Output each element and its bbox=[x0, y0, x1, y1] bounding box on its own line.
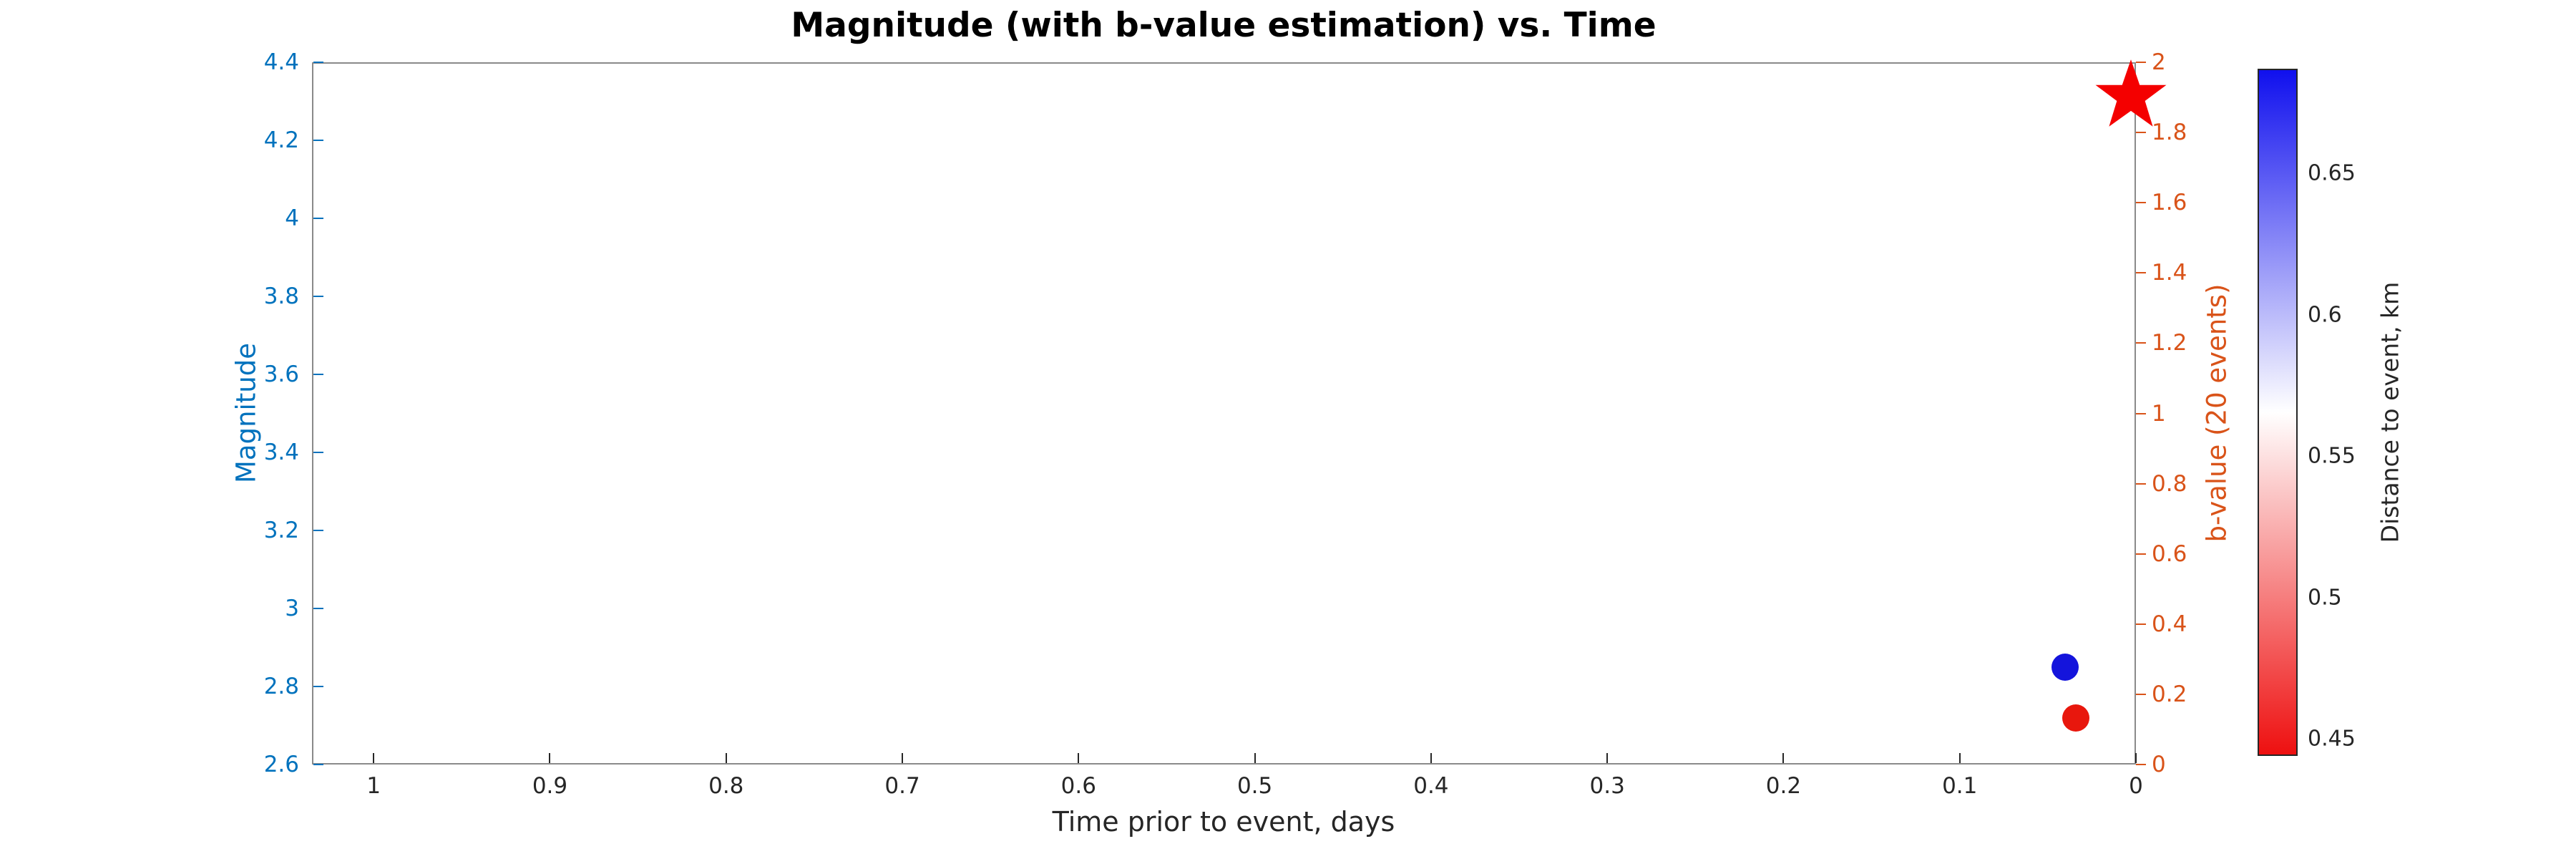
x-tick-mark bbox=[1078, 753, 1080, 763]
colorbar bbox=[2258, 69, 2298, 756]
colorbar-gradient bbox=[2259, 70, 2296, 754]
y-left-tick-mark bbox=[313, 764, 323, 765]
y-left-tick-mark bbox=[313, 374, 323, 375]
y-left-tick-mark bbox=[313, 62, 323, 63]
x-tick-label: 0.7 bbox=[884, 773, 920, 799]
y-left-tick-label: 3.4 bbox=[263, 440, 299, 465]
chart-title: Magnitude (with b-value estimation) vs. … bbox=[791, 6, 1657, 45]
x-tick-mark bbox=[725, 753, 727, 763]
y-right-tick-mark bbox=[2136, 132, 2146, 134]
colorbar-tick-label: 0.65 bbox=[2308, 160, 2356, 186]
x-tick-label: 0.8 bbox=[708, 773, 744, 799]
x-tick-mark bbox=[1430, 753, 1432, 763]
event-marker bbox=[2062, 704, 2090, 732]
x-tick-mark bbox=[549, 753, 551, 763]
y-left-tick-mark bbox=[313, 296, 323, 297]
y-left-tick-label: 3.8 bbox=[263, 283, 299, 309]
y-left-tick-mark bbox=[313, 608, 323, 609]
y-right-tick-mark bbox=[2136, 482, 2146, 485]
y-right-tick-mark bbox=[2136, 202, 2146, 204]
colorbar-tick-label: 0.55 bbox=[2308, 443, 2356, 469]
y-right-tick-mark bbox=[2136, 272, 2146, 274]
x-tick-mark bbox=[1782, 753, 1785, 763]
y-right-tick-mark bbox=[2136, 693, 2146, 695]
y-left-tick-mark bbox=[313, 140, 323, 141]
x-tick-mark bbox=[1958, 753, 1961, 763]
x-tick-label: 0.3 bbox=[1589, 773, 1625, 799]
x-tick-label: 0.9 bbox=[532, 773, 568, 799]
y-right-tick-label: 1.8 bbox=[2152, 120, 2187, 146]
x-tick-mark bbox=[373, 753, 375, 763]
mainshock-star-marker bbox=[2094, 58, 2168, 130]
x-axis-label: Time prior to event, days bbox=[1052, 806, 1395, 838]
y-right-tick-label: 0.6 bbox=[2152, 540, 2187, 567]
colorbar-tick-label: 0.6 bbox=[2308, 302, 2342, 328]
y-right-tick-label: 1.2 bbox=[2152, 330, 2187, 356]
y-left-tick-mark bbox=[313, 686, 323, 687]
y-right-tick-mark bbox=[2136, 62, 2146, 63]
x-tick-mark bbox=[1254, 753, 1256, 763]
event-marker bbox=[2051, 653, 2079, 681]
y-left-tick-label: 4.4 bbox=[263, 49, 299, 75]
y-right-tick-label: 1.4 bbox=[2152, 260, 2187, 286]
y-right-tick-label: 1 bbox=[2152, 400, 2166, 427]
y-left-tick-label: 2.8 bbox=[263, 674, 299, 699]
y-right-tick-label: 0.2 bbox=[2152, 681, 2187, 707]
x-tick-mark bbox=[2135, 753, 2137, 763]
y-right-tick-mark bbox=[2136, 623, 2146, 625]
x-tick-mark bbox=[1606, 753, 1609, 763]
y-axis-label-left: Magnitude bbox=[230, 342, 262, 484]
y-left-tick-label: 3 bbox=[285, 596, 299, 621]
x-tick-label: 1 bbox=[366, 773, 381, 799]
x-tick-mark bbox=[902, 753, 904, 763]
y-right-tick-label: 0.8 bbox=[2152, 470, 2187, 497]
y-right-tick-mark bbox=[2136, 412, 2146, 414]
y-left-tick-label: 2.6 bbox=[263, 752, 299, 777]
y-left-tick-label: 3.2 bbox=[263, 518, 299, 543]
plot-area bbox=[312, 62, 2136, 765]
colorbar-tick-label: 0.5 bbox=[2308, 585, 2342, 611]
x-tick-label: 0 bbox=[2129, 773, 2143, 799]
y-right-tick-label: 0.4 bbox=[2152, 611, 2187, 637]
x-tick-label: 0.2 bbox=[1765, 773, 1802, 799]
y-right-tick-label: 1.6 bbox=[2152, 190, 2187, 216]
x-tick-label: 0.4 bbox=[1413, 773, 1449, 799]
y-left-tick-mark bbox=[313, 452, 323, 453]
y-left-tick-label: 4.2 bbox=[263, 127, 299, 153]
y-right-tick-mark bbox=[2136, 764, 2146, 765]
y-left-tick-label: 4 bbox=[285, 205, 299, 231]
y-left-tick-label: 3.6 bbox=[263, 361, 299, 387]
y-right-tick-mark bbox=[2136, 342, 2146, 344]
colorbar-tick-label: 0.45 bbox=[2308, 726, 2356, 752]
y-right-tick-label: 0 bbox=[2152, 752, 2166, 777]
x-tick-label: 0.6 bbox=[1060, 773, 1096, 799]
y-right-tick-mark bbox=[2136, 553, 2146, 555]
y-axis-label-right: b-value (20 events) bbox=[2201, 283, 2233, 543]
colorbar-label: Distance to event, km bbox=[2376, 281, 2404, 543]
x-tick-label: 0.5 bbox=[1236, 773, 1273, 799]
y-left-tick-mark bbox=[313, 530, 323, 531]
x-tick-label: 0.1 bbox=[1942, 773, 1978, 799]
y-right-tick-label: 2 bbox=[2152, 49, 2166, 75]
y-left-tick-mark bbox=[313, 218, 323, 219]
